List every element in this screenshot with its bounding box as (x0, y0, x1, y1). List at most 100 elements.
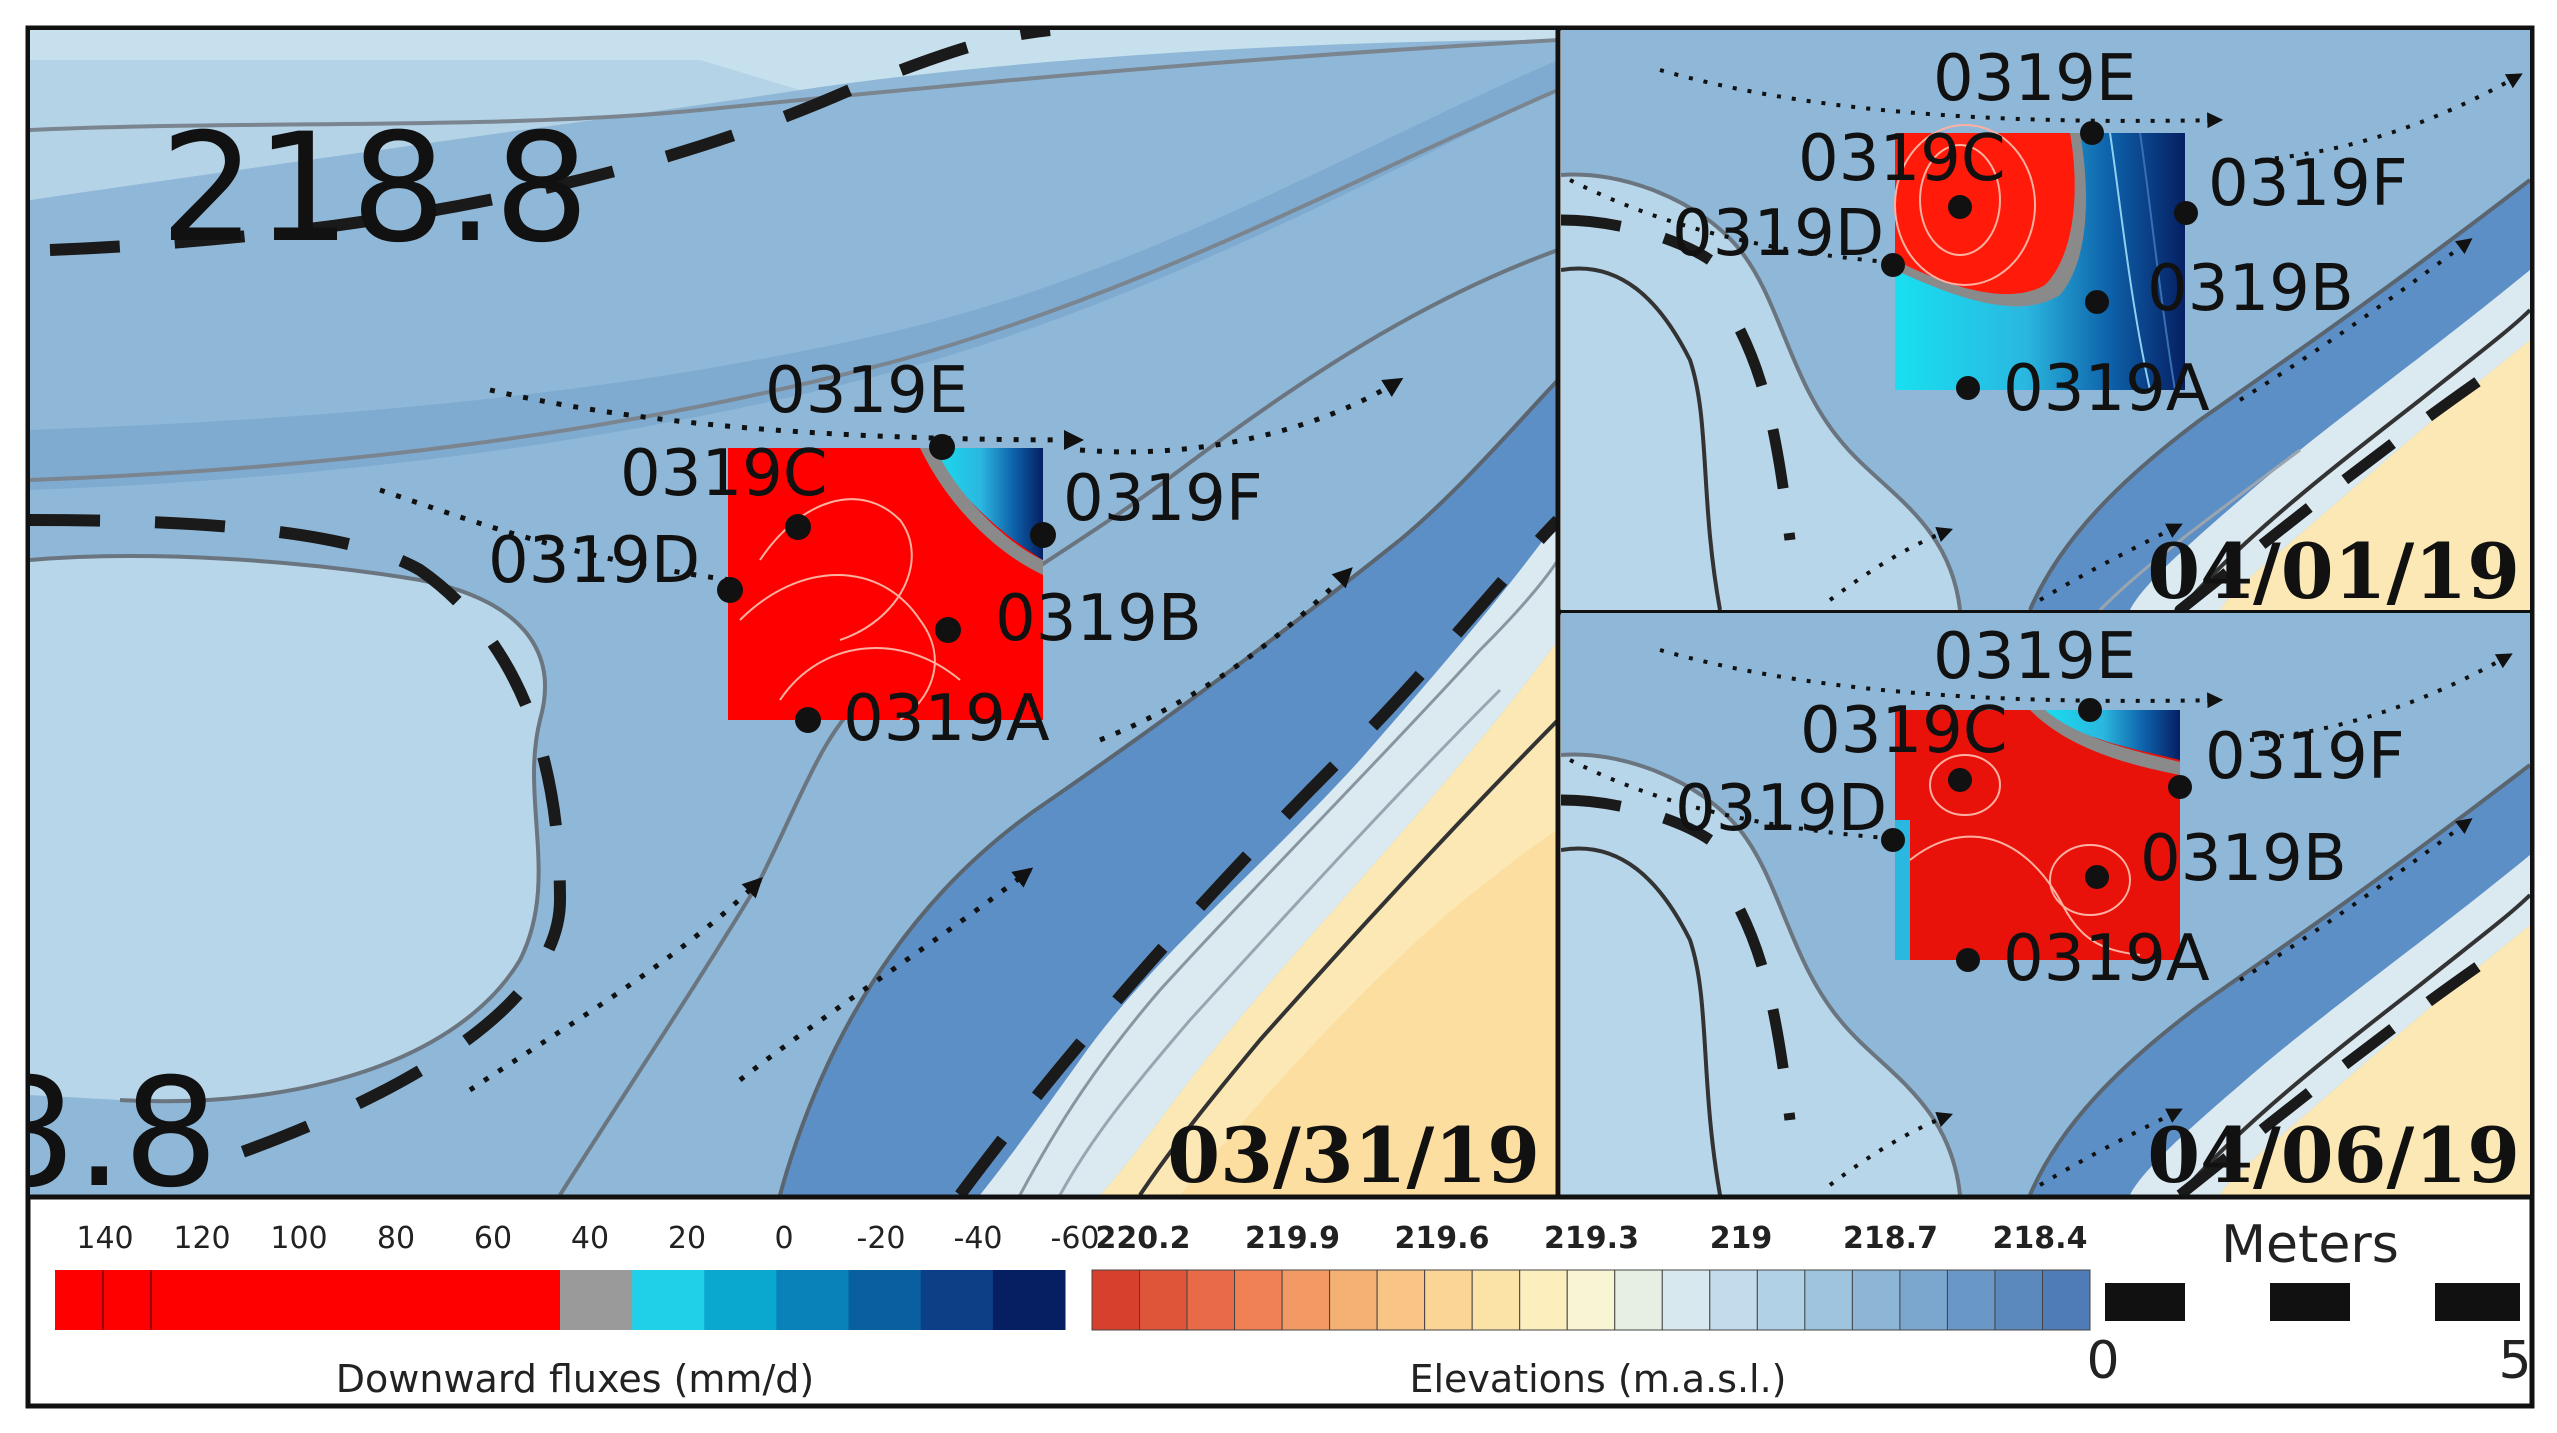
well-label-a-0406: 0319A (2003, 922, 2210, 996)
flux-tick: -40 (954, 1221, 1003, 1256)
elevation-swatch (1519, 1269, 1568, 1331)
flux-swatch (704, 1270, 777, 1330)
elevation-swatch (1186, 1269, 1236, 1331)
flux-tick: 140 (76, 1221, 133, 1256)
elevation-tick: 218.7 (1843, 1221, 1938, 1256)
flux-tick: 60 (474, 1221, 512, 1256)
elevation-swatch (1376, 1269, 1426, 1331)
contour-label-partial: 8.8 (0, 1047, 219, 1221)
flux-patch-0401 (1894, 124, 2185, 391)
well-label-b-0406: 0319B (2140, 822, 2347, 896)
elevation-tick: 219 (1710, 1221, 1773, 1256)
map-panel-0401: 0319E 0319C 0319F 0319D 0319B 0319A 04/0… (1561, 30, 2530, 616)
flux-swatch (992, 1270, 1066, 1330)
well-label-c-0406: 0319C (1800, 694, 2008, 768)
well-label-f-0406: 0319F (2205, 720, 2405, 794)
elevation-swatch (1946, 1269, 1996, 1331)
elevation-swatch (1139, 1269, 1188, 1331)
elevation-tick: 219.3 (1544, 1221, 1639, 1256)
scale-segment (2435, 1283, 2520, 1321)
flux-tick: 120 (173, 1221, 230, 1256)
well-label-a: 0319A (843, 682, 1050, 756)
well-point-e (929, 434, 955, 460)
elevation-swatch (1471, 1269, 1521, 1331)
elevation-tick: 219.6 (1395, 1221, 1490, 1256)
scale-min-label: 0 (2086, 1331, 2119, 1391)
flux-tick-labels: 140 120 100 80 60 40 20 0 -20 -40 -60 (76, 1221, 1099, 1256)
well-point-d (717, 577, 743, 603)
flux-legend-title: Downward fluxes (mm/d) (336, 1357, 814, 1401)
flux-swatch (632, 1270, 705, 1330)
date-label-0406: 04/06/19 (2147, 1111, 2520, 1200)
well-label-d-0406: 0319D (1675, 772, 1887, 846)
elevation-swatch (1424, 1269, 1473, 1331)
elevation-swatch (1661, 1269, 1711, 1331)
well-label-b-0401: 0319B (2147, 252, 2354, 326)
elevation-swatch (1614, 1269, 1663, 1331)
well-label-b: 0319B (995, 582, 1202, 656)
flux-tick: 40 (571, 1221, 609, 1256)
flux-color-bar (55, 1270, 1066, 1330)
elevation-legend-title: Elevations (m.a.s.l.) (1409, 1357, 1786, 1401)
flux-tick: -60 (1051, 1221, 1100, 1256)
elevation-swatch (1851, 1269, 1901, 1331)
scale-bar: Meters 0 5 (2086, 1215, 2531, 1391)
well-label-c-0401: 0319C (1798, 122, 2006, 196)
flux-tick: 100 (270, 1221, 327, 1256)
well-label-a-0401: 0319A (2003, 352, 2210, 426)
elevation-tick: 218.4 (1993, 1221, 2088, 1256)
map-panel-0331: 218.8 8.8 0319E 0319C 0319F 0319D 0319B … (0, 30, 1558, 1221)
elevation-tick: 219.9 (1245, 1221, 1340, 1256)
elevation-swatch (1709, 1269, 1758, 1331)
flux-swatch (415, 1270, 489, 1330)
flux-swatch (920, 1270, 994, 1330)
date-label-0331: 03/31/19 (1167, 1111, 1540, 1200)
elevation-color-bar (1091, 1269, 2091, 1331)
elevation-swatch (1566, 1269, 1616, 1331)
well-point-c (785, 514, 811, 540)
flux-swatch (487, 1270, 561, 1330)
flux-swatch (199, 1270, 272, 1330)
well-label-e: 0319E (765, 354, 968, 428)
elevation-legend: 220.2 219.9 219.6 219.3 219 218.7 218.4 Elevat… (1091, 1221, 2091, 1401)
flux-swatch (560, 1270, 633, 1330)
map-panel-0406: 0319E 0319C 0319F 0319D 0319B 0319A 04/0… (1561, 613, 2530, 1200)
flux-swatch (343, 1270, 417, 1330)
elevation-swatch (2041, 1269, 2091, 1331)
well-label-e-0406: 0319E (1933, 620, 2136, 694)
elevation-swatch (1091, 1269, 1141, 1331)
well-label-e-0401: 0319E (1933, 42, 2136, 116)
flux-tick: 0 (774, 1221, 793, 1256)
elevation-tick: 220.2 (1096, 1221, 1191, 1256)
flux-swatch (848, 1270, 922, 1330)
scale-max-label: 5 (2498, 1331, 2531, 1391)
well-point-f (1030, 522, 1056, 548)
well-point-a (795, 707, 821, 733)
elevation-swatch (1329, 1269, 1378, 1331)
well-label-c: 0319C (620, 437, 828, 511)
elevation-swatch (1899, 1269, 1948, 1331)
elevation-swatch (1234, 1269, 1283, 1331)
elevation-swatch (1994, 1269, 2043, 1331)
flux-tick: 80 (377, 1221, 415, 1256)
flux-swatch (271, 1270, 345, 1330)
contour-label-218-8: 218.8 (160, 102, 589, 276)
date-label-0401: 04/01/19 (2147, 527, 2520, 616)
well-label-d: 0319D (488, 524, 700, 598)
well-point-b (935, 617, 961, 643)
flux-tick: 20 (668, 1221, 706, 1256)
scale-segment (2105, 1283, 2185, 1321)
elevation-swatch (1756, 1269, 1806, 1331)
flux-swatch (776, 1270, 850, 1330)
elevation-swatch (1281, 1269, 1331, 1331)
scale-segment (2270, 1283, 2350, 1321)
flux-tick: -20 (857, 1221, 906, 1256)
flux-swatch (127, 1270, 200, 1330)
well-label-f: 0319F (1063, 462, 1263, 536)
flux-patch-0406 (1895, 710, 2180, 960)
scale-segment (2350, 1283, 2435, 1321)
well-label-f-0401: 0319F (2208, 147, 2408, 221)
well-label-d-0401: 0319D (1672, 197, 1884, 271)
elevation-swatch (1804, 1269, 1853, 1331)
